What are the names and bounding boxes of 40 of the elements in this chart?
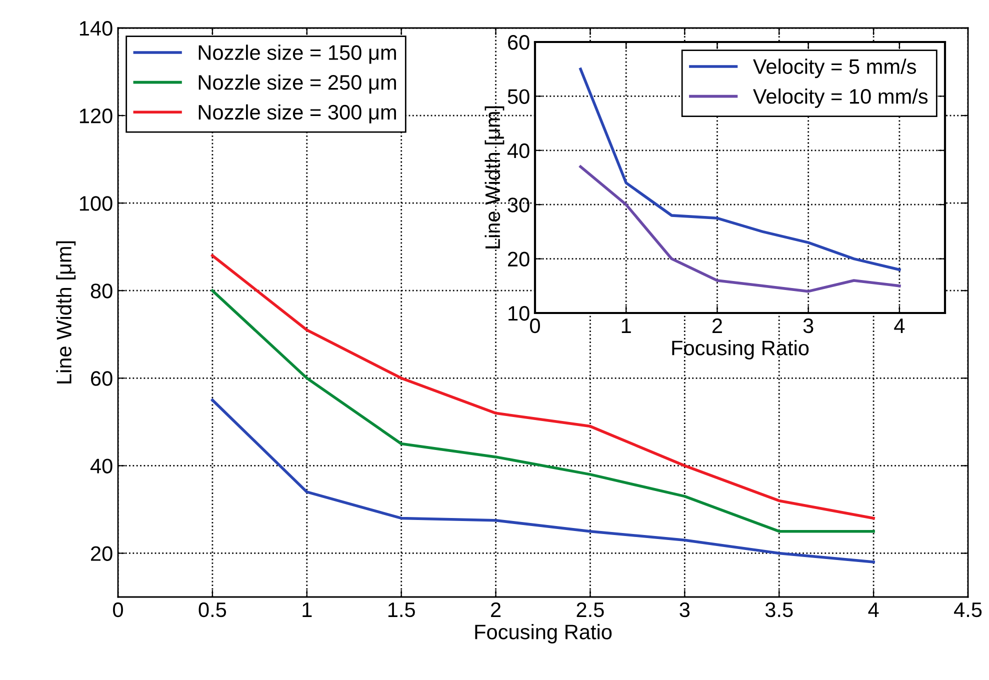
legend-label: Nozzle size = 250 μm (198, 74, 396, 94)
x-tick-label: 2.5 (576, 602, 604, 618)
y-tick-label: 50 (508, 89, 530, 104)
y-tick-label: 120 (80, 108, 112, 124)
y-tick-label: 60 (508, 35, 530, 50)
x-tick-label: 2 (491, 602, 501, 617)
line-series (211, 398, 875, 564)
legend-label: Velocity = 5 mm/s (753, 58, 916, 78)
y-tick-label: 40 (90, 458, 112, 474)
x-tick-label: 0 (530, 318, 540, 334)
x-tick-label: 1.5 (388, 602, 415, 618)
x-tick-label: 4.5 (954, 602, 982, 618)
y-tick-label: 80 (90, 284, 112, 298)
legend-label: Nozzle size = 300 μm (198, 104, 396, 124)
y-tick-label: 100 (80, 196, 112, 211)
x-tick-label: 3.5 (765, 602, 793, 618)
y-tick-label: 40 (507, 143, 530, 158)
y-axis-title: Line Width [μm] (484, 106, 504, 248)
x-tick-label: 4 (868, 602, 879, 617)
x-tick-label: 0.5 (198, 602, 226, 618)
x-tick-label: 1 (302, 602, 312, 617)
x-tick-label: 3 (803, 318, 814, 334)
y-tick-label: 20 (508, 252, 530, 267)
x-tick-label: 1 (622, 318, 631, 333)
x-tick-label: 2 (712, 318, 722, 333)
y-tick-label: 10 (508, 306, 530, 321)
x-tick-label: 4 (894, 318, 905, 333)
legend-label: Velocity = 10 mm/s (753, 88, 928, 108)
y-axis-title: Line Width [μm] (56, 241, 76, 384)
line-series (211, 289, 875, 533)
x-tick-label: 3 (680, 602, 690, 618)
y-tick-label: 60 (91, 371, 112, 386)
y-tick-label: 30 (508, 198, 530, 212)
y-tick-label: 20 (91, 546, 112, 561)
x-axis-title: Focusing Ratio (672, 340, 809, 360)
y-tick-label: 140 (80, 21, 112, 36)
x-tick-label: 0 (113, 602, 123, 618)
line-series (579, 165, 901, 293)
legend-label: Nozzle size = 150 μm (198, 44, 396, 64)
x-axis-title: Focusing Ratio (475, 624, 612, 644)
